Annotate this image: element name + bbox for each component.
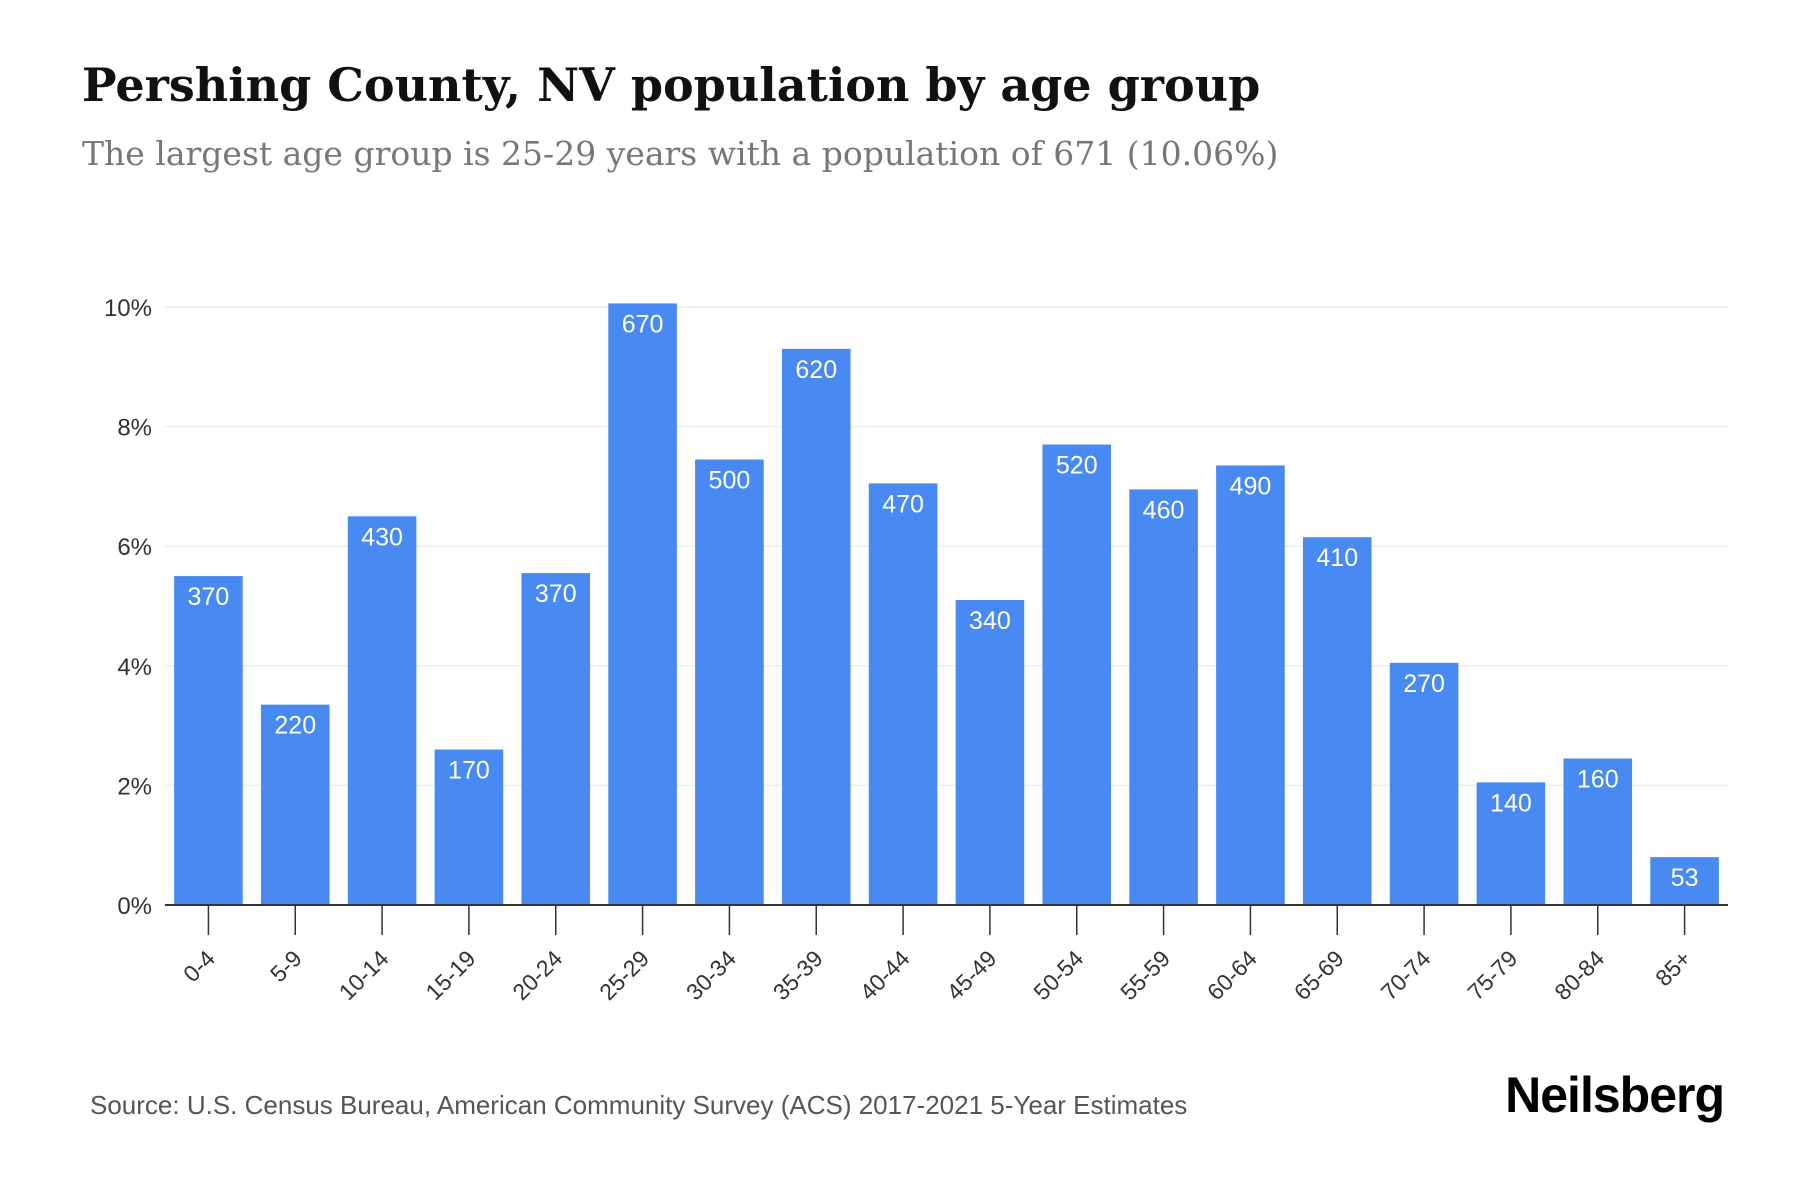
bar-20-24 — [521, 573, 591, 905]
x-tick-label: 55-59 — [1115, 945, 1175, 1005]
bar-5-9 — [260, 704, 330, 905]
x-tick-label: 50-54 — [1028, 945, 1088, 1005]
bar-value-label: 220 — [274, 712, 316, 740]
bar-70-74 — [1389, 662, 1459, 905]
y-tick-label: 6% — [117, 534, 152, 561]
bar-value-label: 370 — [188, 583, 230, 611]
source-note: Source: U.S. Census Bureau, American Com… — [90, 1090, 1188, 1120]
bar-value-label: 270 — [1403, 670, 1445, 698]
bar-80-84 — [1563, 758, 1633, 905]
bar-value-label: 500 — [709, 466, 751, 494]
gridlines — [165, 306, 1728, 787]
x-tick-label: 20-24 — [507, 945, 567, 1005]
x-tick-label: 15-19 — [420, 945, 480, 1005]
x-tick-label: 0-4 — [178, 945, 220, 987]
bar-value-label: 430 — [361, 523, 403, 551]
chart-subtitle: The largest age group is 25-29 years wit… — [82, 134, 1279, 173]
chart-title: Pershing County, NV population by age gr… — [82, 58, 1261, 112]
bar-value-labels: 370 220 430 170 370 670 500 620 470 340 520 460 490 4… — [188, 310, 1699, 892]
bar-value-label: 490 — [1230, 472, 1272, 500]
bar-65-69 — [1302, 537, 1372, 905]
bar-value-label: 670 — [622, 310, 664, 338]
bar-35-39 — [781, 348, 851, 905]
y-tick-label: 0% — [117, 893, 152, 920]
bar-10-14 — [347, 516, 417, 905]
x-tick-label: 30-34 — [681, 945, 741, 1005]
x-tick-label: 60-64 — [1202, 945, 1262, 1005]
x-tick-label: 40-44 — [855, 945, 915, 1005]
bar-85+ — [1650, 857, 1719, 905]
x-tick-label: 25-29 — [594, 945, 654, 1005]
bar-value-label: 140 — [1490, 789, 1532, 817]
bar-55-59 — [1129, 489, 1198, 905]
x-tick-label: 10-14 — [334, 945, 394, 1005]
x-tick-label: 65-69 — [1289, 945, 1349, 1005]
brand-logo: Neilsberg — [1505, 1067, 1725, 1123]
bar-75-79 — [1476, 782, 1546, 905]
y-axis-ticks: 0% 2% 4% 6% 8% 10% — [104, 295, 152, 920]
bar-60-64 — [1216, 465, 1285, 905]
bar-value-label: 340 — [969, 607, 1011, 635]
bar-0-4 — [174, 576, 243, 905]
bar-value-label: 370 — [535, 580, 577, 608]
y-tick-label: 2% — [117, 773, 152, 800]
bar-value-label: 520 — [1056, 452, 1098, 480]
bar-15-19 — [434, 749, 504, 905]
x-tick-label: 45-49 — [941, 945, 1001, 1005]
bar-30-34 — [695, 459, 764, 905]
x-axis-ticks: 0-4 5-9 10-14 15-19 20-24 25-29 30-34 35-39 40-4… — [178, 905, 1696, 1005]
bar-value-label: 460 — [1143, 496, 1185, 524]
bar-value-label: 620 — [795, 356, 837, 384]
x-tick-label: 75-79 — [1462, 945, 1522, 1005]
bar-value-label: 53 — [1671, 864, 1699, 892]
bar-50-54 — [1042, 444, 1112, 905]
bar-value-label: 160 — [1577, 765, 1619, 793]
y-tick-label: 4% — [117, 654, 152, 681]
x-tick-label: 5-9 — [265, 945, 307, 987]
x-tick-label: 85+ — [1650, 945, 1696, 991]
bars — [174, 303, 1719, 905]
bar-value-label: 410 — [1316, 544, 1358, 572]
bar-value-label: 170 — [448, 757, 490, 785]
y-tick-label: 10% — [104, 295, 152, 322]
x-tick-label: 35-39 — [768, 945, 828, 1005]
x-tick-label: 80-84 — [1549, 945, 1609, 1005]
y-tick-label: 8% — [117, 415, 152, 442]
bar-25-29 — [608, 303, 677, 905]
bar-value-label: 470 — [882, 490, 924, 518]
x-tick-label: 70-74 — [1376, 945, 1436, 1005]
bar-45-49 — [955, 600, 1025, 905]
bar-40-44 — [868, 483, 938, 905]
